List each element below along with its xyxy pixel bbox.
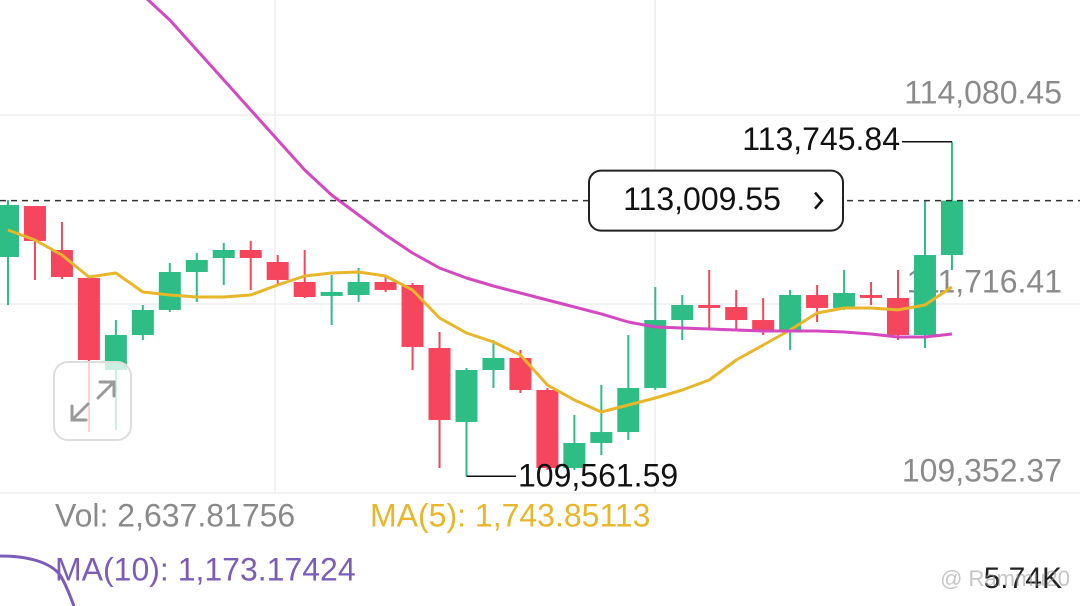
volume-label: Vol: 2,637.81756	[55, 497, 295, 533]
candle-body	[212, 249, 235, 258]
candle-body	[320, 291, 343, 296]
ma-line	[145, 0, 953, 339]
candle-body	[752, 320, 775, 333]
candle-body	[671, 304, 694, 321]
candle-body	[293, 281, 316, 297]
candle-body	[455, 369, 478, 422]
low-marker-label: 109,561.59	[518, 458, 678, 494]
candle-body	[347, 281, 370, 295]
candle-body	[563, 442, 586, 469]
candle-body	[913, 255, 936, 335]
candle-body	[806, 294, 829, 308]
candle-body	[23, 206, 46, 241]
last-price-box	[588, 169, 844, 232]
volume-ma5: MA(5): 1,743.85113	[370, 497, 650, 533]
annot-layer: 113,009.55 113,745.84 109,561.59	[0, 121, 1080, 494]
y-tick-label: 114,080.45	[904, 74, 1062, 110]
ma-line	[7, 228, 953, 414]
candle-body	[536, 389, 559, 469]
volume-ma-curve	[0, 554, 76, 606]
candle-body	[617, 387, 640, 433]
candle-body	[239, 249, 262, 258]
candle-body	[779, 294, 802, 333]
candle-body	[940, 200, 963, 256]
candle-body	[50, 249, 73, 278]
volume-axis-label: 5.74K	[984, 562, 1062, 595]
candle-body	[77, 277, 100, 360]
candle-body	[401, 285, 424, 347]
last-price-label: 113,009.55	[623, 181, 781, 217]
candle-body	[725, 306, 748, 321]
high-marker-label: 113,745.84	[742, 121, 900, 157]
line-layer	[7, 0, 953, 414]
candle-body	[482, 357, 505, 370]
candle-body	[833, 292, 856, 308]
watermark: @ Rammu20	[940, 566, 1070, 591]
last-price-chevron	[814, 191, 824, 210]
candle-body	[185, 259, 208, 272]
y-tick-label: 109,352.37	[902, 452, 1062, 488]
expand-icon[interactable]	[70, 380, 116, 422]
candle-body	[158, 271, 181, 310]
candle-body	[887, 297, 910, 335]
candle-body	[860, 294, 883, 298]
candle-body	[266, 261, 289, 280]
candle-body	[590, 432, 613, 443]
candle-body	[644, 320, 667, 388]
candle-body	[698, 304, 721, 308]
volume-ma10: MA(10): 1,173.17424	[55, 551, 356, 587]
candle-body	[428, 348, 451, 420]
candle-body	[131, 309, 154, 335]
expand-button[interactable]	[53, 361, 132, 441]
expand-button-bg[interactable]	[53, 361, 132, 441]
candle-body	[509, 357, 532, 390]
candle-body	[374, 281, 397, 290]
